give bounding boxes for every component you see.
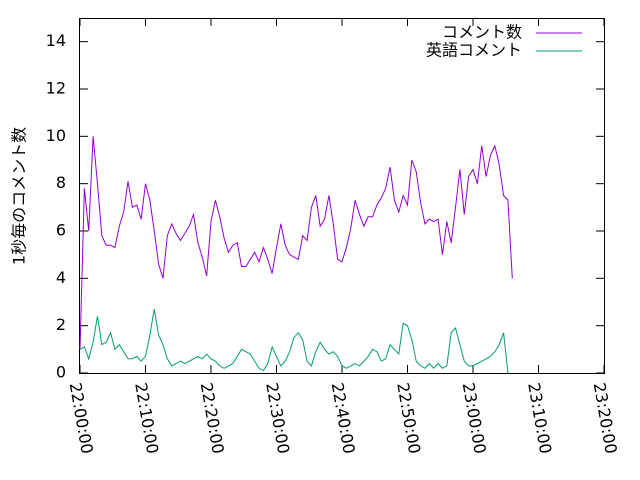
x-tick-label: 23:20:00 [590, 381, 621, 455]
x-tick-label: 23:00:00 [459, 381, 490, 455]
y-tick-label: 12 [46, 79, 66, 98]
x-axis: 22:00:00 22:10:00 22:20:00 22:30:00 22:40:00… [66, 18, 621, 455]
series-line-0 [79, 136, 513, 350]
x-tick-label: 22:50:00 [393, 381, 424, 455]
x-tick-label: 22:40:00 [328, 381, 359, 455]
x-tick-label: 23:10:00 [524, 381, 555, 455]
series-layer [79, 136, 513, 374]
series-line-1 [79, 309, 509, 374]
x-tick-label: 22:00:00 [66, 381, 97, 455]
y-tick-label: 10 [46, 126, 66, 145]
plot-frame [79, 18, 605, 374]
y-tick-label: 8 [56, 173, 66, 192]
x-tick-label: 22:30:00 [262, 381, 293, 455]
y-tick-label: 6 [56, 221, 66, 240]
plot-border [79, 18, 605, 374]
y-tick-label: 2 [56, 315, 66, 334]
y-tick-label: 4 [56, 268, 66, 287]
y-axis-label: 1秒毎のコメント数 [10, 127, 29, 265]
y-tick-label: 0 [56, 363, 66, 382]
legend-label: 英語コメント [426, 41, 522, 60]
y-tick-label: 14 [46, 31, 66, 50]
x-tick-label: 22:10:00 [131, 381, 162, 455]
legend-label: コメント数 [442, 23, 522, 42]
y-axis: 0 2 4 6 8 10 12 14 [46, 31, 604, 382]
x-tick-label: 22:20:00 [197, 381, 228, 455]
